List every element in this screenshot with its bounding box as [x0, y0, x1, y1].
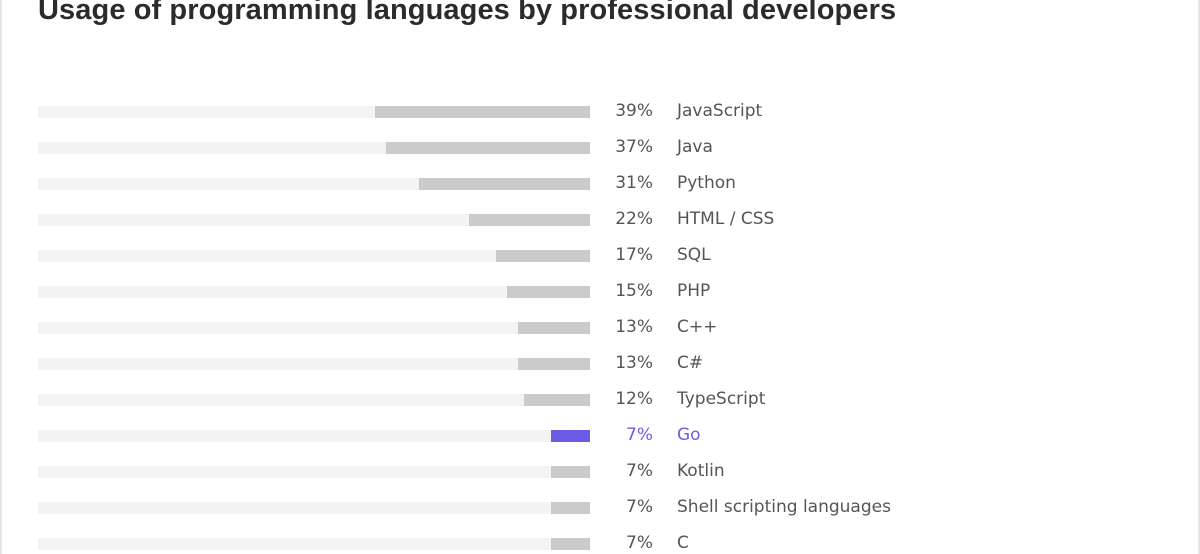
bar-c: [551, 538, 590, 550]
bar-row-sql: 17% SQL: [2, 238, 1200, 274]
value-label: 7%: [626, 461, 653, 481]
bar-row-shell-scripting-languages: 7% Shell scripting languages: [2, 490, 1200, 526]
bar-track: [38, 142, 590, 154]
bar-kotlin: [551, 466, 590, 478]
category-label: SQL: [677, 245, 711, 265]
value-label: 13%: [615, 353, 653, 373]
category-label: Shell scripting languages: [677, 497, 891, 517]
bar-row-javascript: 39% JavaScript: [2, 94, 1200, 130]
bar-row-c: 13% C++: [2, 310, 1200, 346]
value-label: 31%: [615, 173, 653, 193]
bar-sql: [496, 250, 590, 262]
bar-track: [38, 394, 590, 406]
bar-c: [518, 322, 590, 334]
bar-java: [385, 142, 590, 154]
bar-row-c: 7% C: [2, 526, 1200, 554]
category-label: PHP: [677, 281, 711, 301]
value-label: 37%: [615, 137, 653, 157]
bar-c: [518, 358, 590, 370]
bar-track: [38, 502, 590, 514]
bar-track: [38, 106, 590, 118]
bar-track: [38, 250, 590, 262]
bar-javascript: [374, 106, 590, 118]
bar-row-html-css: 22% HTML / CSS: [2, 202, 1200, 238]
bar-row-c: 13% C#: [2, 346, 1200, 382]
value-label: 12%: [615, 389, 653, 409]
bar-python: [418, 178, 590, 190]
value-label: 15%: [615, 281, 653, 301]
value-label: 39%: [615, 101, 653, 121]
bar-row-go: 7% Go: [2, 418, 1200, 454]
bar-row-python: 31% Python: [2, 166, 1200, 202]
bar-row-kotlin: 7% Kotlin: [2, 454, 1200, 490]
category-label: C#: [677, 353, 704, 373]
category-label: Java: [677, 137, 713, 157]
bar-shell-scripting-languages: [551, 502, 590, 514]
category-label: C: [677, 533, 689, 553]
category-label: Python: [677, 173, 736, 193]
category-label: C++: [677, 317, 718, 337]
bar-row-java: 37% Java: [2, 130, 1200, 166]
chart-title: Usage of programming languages by profes…: [38, 0, 897, 26]
category-label: Kotlin: [677, 461, 725, 481]
bar-go: [551, 430, 590, 442]
value-label: 17%: [615, 245, 653, 265]
bar-track: [38, 214, 590, 226]
bar-track: [38, 358, 590, 370]
category-label: HTML / CSS: [677, 209, 775, 229]
bar-track: [38, 286, 590, 298]
bar-row-php: 15% PHP: [2, 274, 1200, 310]
bar-typescript: [523, 394, 590, 406]
value-label: 22%: [615, 209, 653, 229]
value-label: 7%: [626, 425, 653, 445]
bar-track: [38, 178, 590, 190]
value-label: 7%: [626, 497, 653, 517]
category-label: TypeScript: [677, 389, 766, 409]
value-label: 13%: [615, 317, 653, 337]
bar-row-typescript: 12% TypeScript: [2, 382, 1200, 418]
category-label: JavaScript: [677, 101, 763, 121]
bar-html-css: [468, 214, 590, 226]
bar-track: [38, 538, 590, 550]
bar-php: [507, 286, 590, 298]
bar-track: [38, 430, 590, 442]
bar-track: [38, 322, 590, 334]
bar-track: [38, 466, 590, 478]
value-label: 7%: [626, 533, 653, 553]
category-label: Go: [677, 425, 701, 445]
